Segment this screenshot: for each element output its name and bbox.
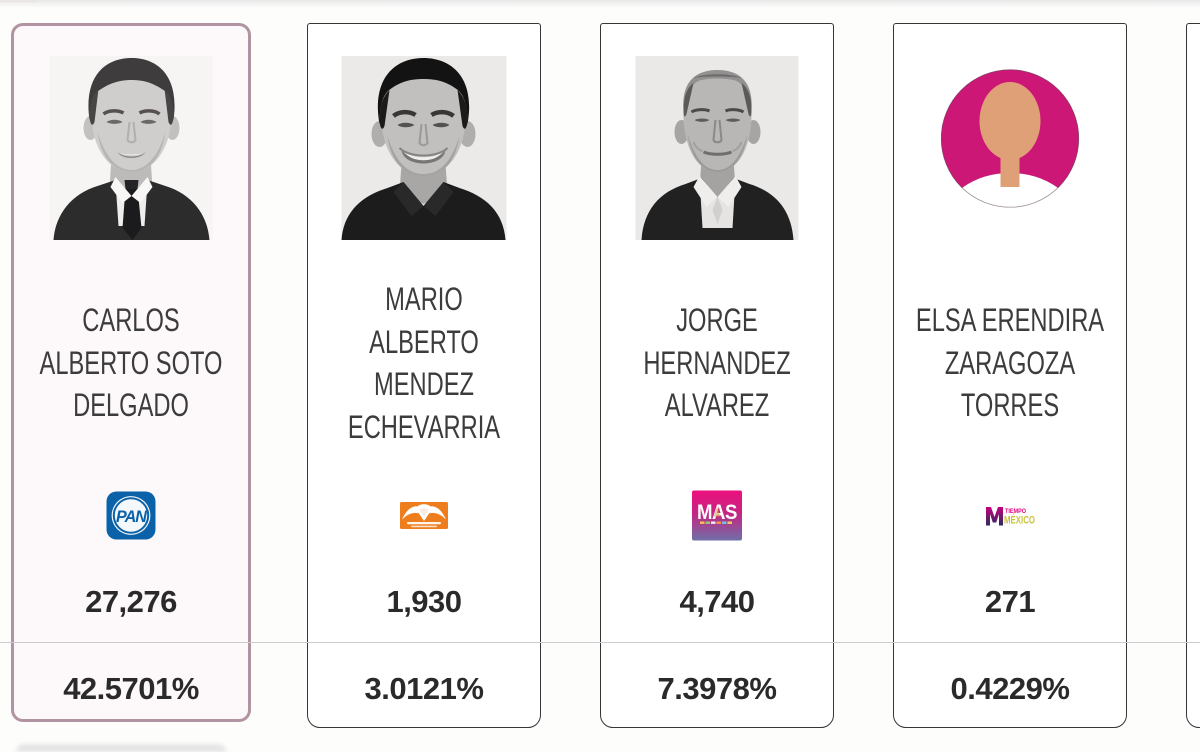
svg-text:PAN: PAN: [116, 508, 148, 526]
svg-text:TIEMPO: TIEMPO: [1005, 508, 1026, 515]
svg-text:MÉXICO: MÉXICO: [1004, 514, 1035, 527]
